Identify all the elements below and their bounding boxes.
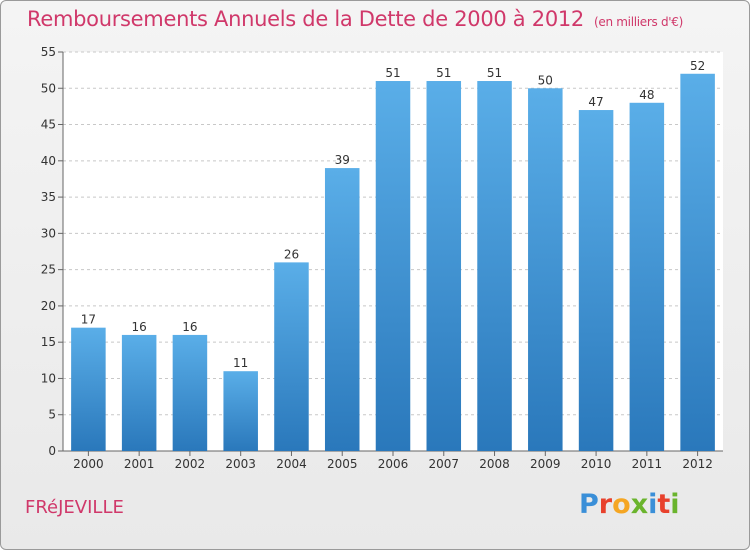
bar [172, 334, 208, 451]
bar-value-label: 48 [639, 88, 654, 102]
x-tick-label: 2004 [276, 457, 307, 471]
x-tick-label: 2011 [632, 457, 663, 471]
y-tick-label: 50 [41, 81, 56, 95]
bar-value-label: 51 [436, 66, 451, 80]
bar [477, 81, 512, 451]
bar-value-label: 16 [182, 320, 197, 334]
bar [578, 110, 614, 451]
y-tick-label: 30 [41, 226, 56, 240]
bar [324, 168, 360, 451]
x-tick-label: 2009 [530, 457, 561, 471]
bar [528, 88, 563, 451]
bar [629, 102, 665, 452]
bar [71, 327, 106, 451]
logo-letter: r [598, 489, 613, 520]
x-tick-label: 2002 [175, 457, 206, 471]
x-tick-label: 2010 [581, 457, 612, 471]
bar [680, 73, 715, 451]
logo-letter: o [612, 489, 631, 520]
bar-chart: 0 5 10 15 20 25 30 35 40 45 50 55 17 2000 16 2001 16 2002… [41, 45, 723, 471]
bar-value-label: 51 [385, 66, 400, 80]
bar [426, 81, 462, 451]
y-tick-label: 5 [48, 408, 56, 422]
x-tick-label: 2000 [73, 457, 104, 471]
logo-letter: i [648, 489, 658, 520]
bar-value-label: 47 [588, 95, 603, 109]
bar-value-label: 39 [335, 153, 350, 167]
y-tick-label: 20 [41, 299, 56, 313]
chart-title: Remboursements Annuels de la Dette de 20… [27, 7, 683, 31]
chart-subtitle: (en milliers d'€) [594, 15, 684, 29]
logo-letter: x [630, 489, 649, 520]
bar-value-label: 11 [233, 356, 248, 370]
x-tick-label: 2001 [124, 457, 155, 471]
bar-value-label: 26 [284, 247, 299, 261]
bar-value-label: 16 [132, 320, 147, 334]
y-tick-label: 55 [41, 45, 56, 59]
logo-letter: i [670, 489, 680, 520]
y-tick-label: 45 [41, 118, 56, 132]
y-tick-label: 0 [48, 444, 56, 458]
bar [121, 334, 157, 451]
x-tick-label: 2006 [378, 457, 409, 471]
y-tick-label: 25 [41, 263, 56, 277]
title-text: Remboursements Annuels de la Dette de 20… [27, 7, 584, 31]
y-tick-label: 15 [41, 335, 56, 349]
x-tick-label: 2012 [682, 457, 713, 471]
x-tick-label: 2003 [225, 457, 256, 471]
bar [375, 81, 411, 451]
bar-value-label: 17 [81, 313, 96, 327]
x-tick-label: 2008 [479, 457, 510, 471]
bar [223, 371, 258, 451]
x-tick-label: 2007 [428, 457, 459, 471]
x-tick-label: 2005 [327, 457, 358, 471]
logo-letter: P [579, 489, 599, 520]
proxiti-logo: Proxiti [579, 489, 680, 520]
bar-value-label: 52 [690, 59, 705, 73]
y-tick-label: 40 [41, 154, 56, 168]
bar-value-label: 51 [487, 66, 502, 80]
y-tick-label: 35 [41, 190, 56, 204]
y-tick-label: 10 [41, 371, 56, 385]
town-name: FRéJEVILLE [25, 497, 124, 518]
logo-letter: t [657, 489, 671, 520]
bar-value-label: 50 [538, 73, 553, 87]
bar [274, 262, 309, 451]
